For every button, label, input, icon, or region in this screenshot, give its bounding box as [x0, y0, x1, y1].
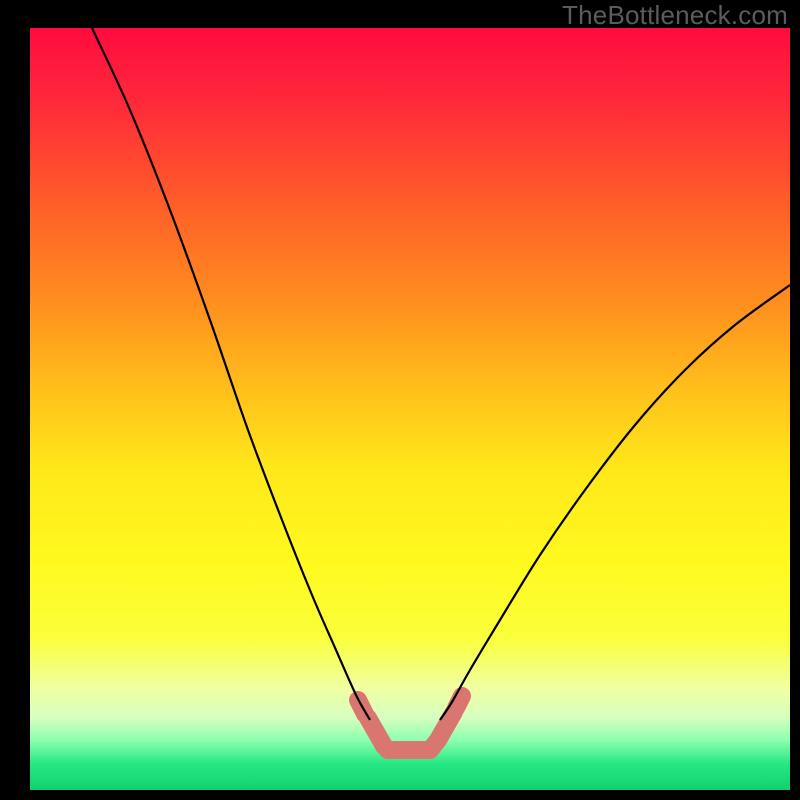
highlight-right-dot	[456, 696, 462, 708]
bottleneck-chart	[0, 0, 800, 800]
watermark-text: TheBottleneck.com	[562, 0, 788, 31]
